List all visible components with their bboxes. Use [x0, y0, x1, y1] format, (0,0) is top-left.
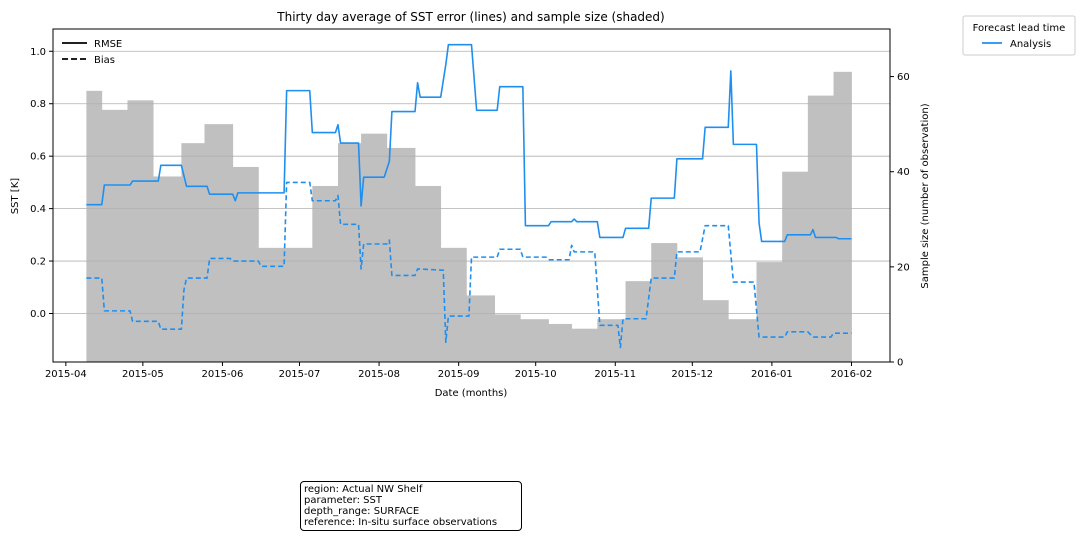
info-box: region: Actual NW Shelf parameter: SST d…: [300, 481, 522, 531]
y-tick-label: 0.2: [30, 257, 46, 268]
y2-axis-label: Sample size (number of observation): [920, 103, 931, 288]
x-tick-label: 2015-05: [122, 369, 164, 380]
sample-size-bar: [494, 314, 521, 362]
x-tick-label: 2015-08: [358, 369, 400, 380]
sample-size-bar: [415, 185, 442, 362]
sample-size-bar: [651, 243, 678, 362]
y2-tick-label: 40: [897, 167, 910, 178]
y-tick-label: 0.0: [30, 309, 46, 320]
series-lines: [86, 43, 852, 349]
x-axis: 2015-04 2015-05 2015-06 2015-07 2015-08 2015-…: [45, 362, 872, 380]
y2-tick-label: 20: [897, 262, 910, 273]
x-tick-label: 2015-06: [202, 369, 244, 380]
info-parameter: parameter: SST: [304, 495, 382, 506]
x-tick-label: 2015-10: [515, 369, 557, 380]
sample-size-bar: [702, 300, 729, 362]
sample-size-bar: [728, 319, 757, 362]
x-tick-label: 2015-07: [279, 369, 321, 380]
sample-size-bar: [807, 95, 834, 362]
x-axis-label: Date (months): [435, 388, 508, 399]
info-reference: reference: In-situ surface observations: [304, 517, 498, 528]
x-tick-label: 2016-01: [751, 369, 793, 380]
x-tick-label: 2015-09: [438, 369, 480, 380]
legend-rmse-label: RMSE: [94, 39, 122, 50]
x-tick-label: 2015-04: [45, 369, 87, 380]
sample-size-bar: [571, 328, 598, 362]
legend-lead-frame: [962, 15, 1076, 56]
sample-size-bar: [312, 185, 339, 362]
legend-analysis-label: Analysis: [1010, 39, 1051, 50]
x-tick-label: 2015-12: [671, 369, 713, 380]
x-tick-label: 2015-11: [594, 369, 636, 380]
sample-size-bar: [361, 133, 388, 362]
y2-tick-label: 0: [897, 358, 903, 369]
sample-size-bar: [232, 166, 259, 362]
sample-size-bar: [548, 323, 573, 362]
y-tick-label: 1.0: [30, 47, 46, 58]
sample-size-bar: [782, 171, 809, 362]
info-region: region: Actual NW Shelf: [304, 484, 423, 495]
chart-title: Thirty day average of SST error (lines) …: [276, 10, 664, 24]
y-axis-label: SST [K]: [10, 178, 21, 214]
sample-size-bar: [386, 147, 416, 362]
sample-size-bar: [625, 281, 652, 362]
bias-line: [86, 181, 852, 349]
sample-size-bar: [676, 257, 703, 362]
y-axis-right: 0 20 40 60: [890, 72, 910, 369]
sample-size-bar: [597, 319, 626, 362]
x-tick-label: 2016-02: [831, 369, 873, 380]
sample-size-bar: [833, 71, 852, 362]
rmse-line: [86, 43, 852, 243]
sample-size-bar: [466, 295, 496, 362]
info-depth-range: depth_range: SURFACE: [304, 506, 420, 517]
sample-size-bar: [756, 262, 783, 362]
legend-lead-time: Forecast lead time Analysis: [962, 15, 1076, 56]
y-tick-label: 0.6: [30, 152, 46, 163]
legend-metric: RMSE Bias: [62, 39, 122, 66]
sample-size-bar: [153, 176, 182, 362]
legend-bias-label: Bias: [94, 55, 115, 66]
sample-size-bar: [284, 247, 313, 362]
plot-frame: [52, 28, 891, 363]
sample-size-bar: [440, 247, 467, 362]
sample-size-bar: [520, 319, 549, 362]
y-axis-left: 0.0 0.2 0.4 0.6 0.8 1.0: [30, 47, 53, 320]
sample-size-bar: [181, 143, 205, 362]
sample-size-bar: [101, 109, 128, 363]
sample-size-bar: [258, 247, 285, 362]
sample-size-bar: [86, 90, 103, 362]
y-tick-label: 0.8: [30, 99, 46, 110]
sample-size-bar: [127, 100, 154, 363]
sample-size-bars: [86, 71, 852, 363]
sample-size-bar: [204, 124, 234, 362]
sample-size-bar: [337, 143, 362, 362]
y2-tick-label: 60: [897, 72, 910, 83]
legend-lead-title: Forecast lead time: [973, 23, 1066, 34]
y-tick-label: 0.4: [30, 204, 46, 215]
